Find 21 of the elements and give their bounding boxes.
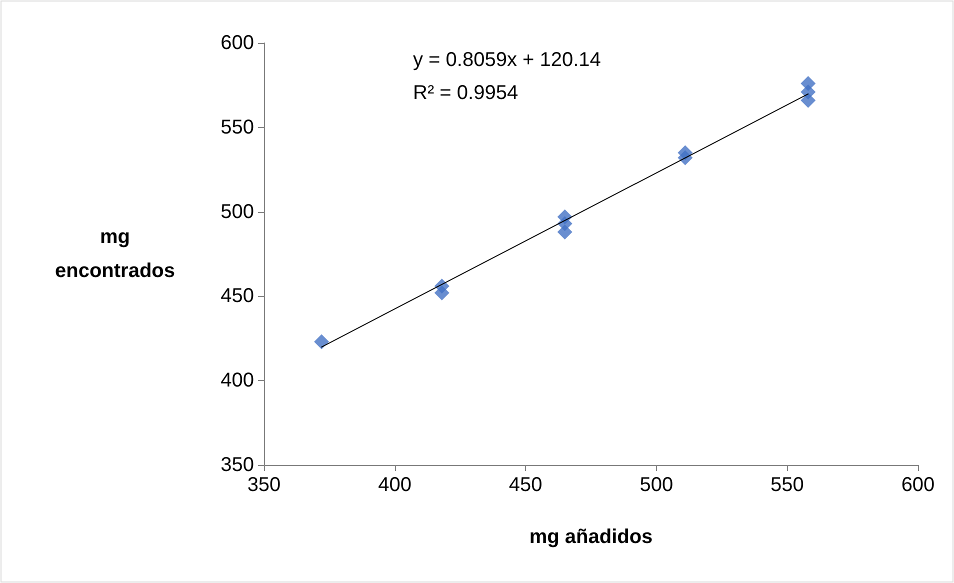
point (314, 334, 330, 350)
x-tick-label: 550 (770, 474, 804, 496)
x-axis-title: mg añadidos (529, 526, 653, 548)
x-tick-label: 600 (901, 474, 935, 496)
y-tick-label: 400 (220, 370, 254, 392)
annotation: y = 0.8059x + 120.14 (413, 49, 601, 71)
x-tick-label: 450 (508, 474, 542, 496)
y-tick-label: 550 (220, 116, 254, 138)
y-tick-label: 350 (220, 454, 254, 476)
point (557, 224, 572, 240)
annotation: R² = 0.9954 (413, 82, 518, 104)
y-tick-label: 600 (220, 32, 254, 54)
point (800, 92, 816, 108)
y-axis-title: mg encontrados (54, 226, 176, 282)
y-tick-label: 450 (220, 285, 254, 308)
x-tick-label: 400 (378, 474, 412, 496)
point (434, 285, 450, 300)
x-tick-label: 500 (640, 474, 674, 496)
point (678, 150, 693, 166)
y-tick-label: 500 (220, 200, 254, 223)
x-tick-label: 350 (247, 474, 281, 496)
